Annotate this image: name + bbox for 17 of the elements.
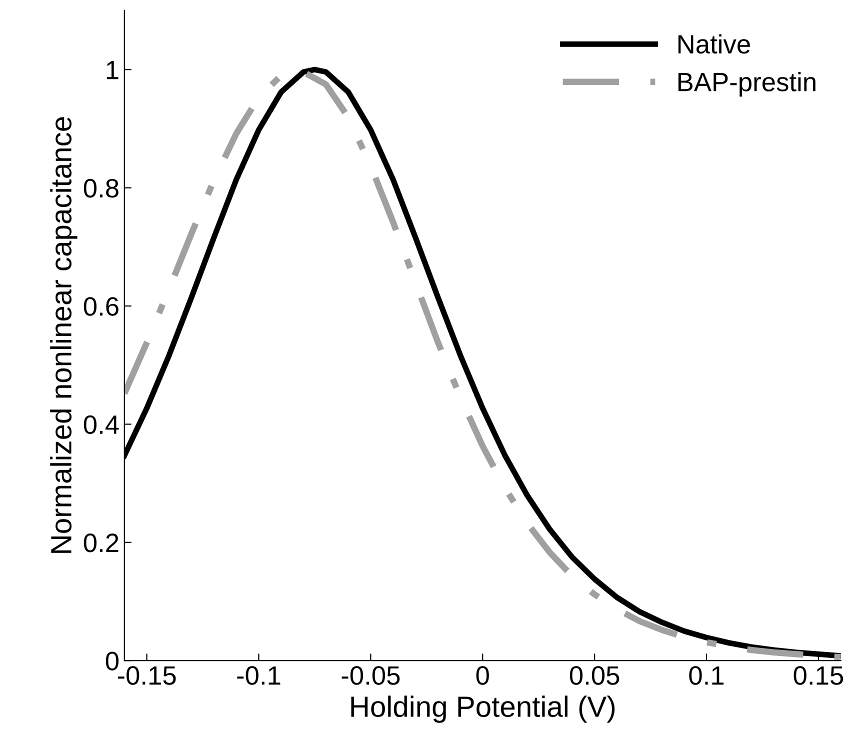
- x-tick-label: 0.1: [689, 666, 724, 685]
- legend-label: Native: [678, 34, 750, 54]
- y-axis-title: Normalized nonlinear capacitance: [50, 117, 78, 553]
- x-axis-title: Holding Potential (V): [351, 696, 615, 723]
- x-tick-label: 0.05: [570, 666, 620, 685]
- y-tick-label: 0.6: [84, 297, 118, 316]
- y-tick-label: 0: [106, 652, 119, 670]
- y-tick-label: 1: [106, 60, 118, 80]
- x-tick-label: -0.15: [118, 666, 176, 685]
- legend-label: BAP-prestin: [678, 72, 816, 97]
- x-tick-label: 0.15: [794, 666, 844, 685]
- x-tick-label: -0.1: [237, 666, 280, 685]
- x-tick-label: 0: [476, 666, 489, 685]
- y-tick-label: 0.8: [84, 178, 118, 198]
- y-tick-label: 0.2: [84, 534, 118, 552]
- y-tick-label: 0.4: [84, 415, 119, 434]
- x-tick-label: -0.05: [342, 666, 400, 685]
